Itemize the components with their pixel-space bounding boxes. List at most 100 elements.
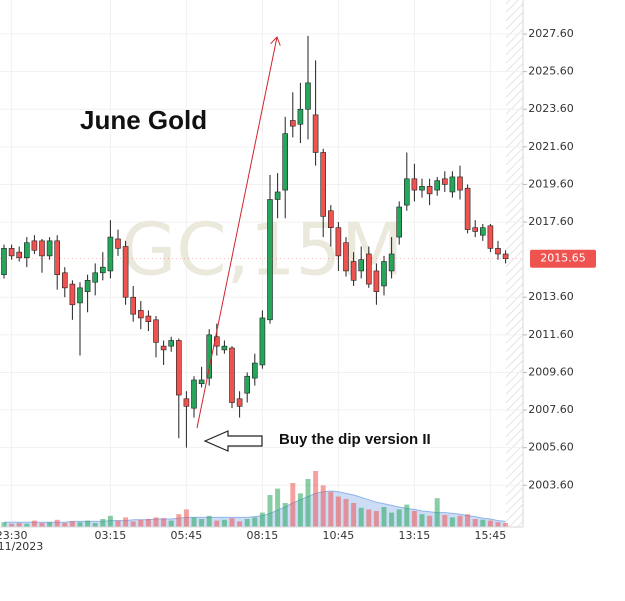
candle-body [365,253,372,285]
candle-body [168,340,174,347]
x-tick-label: 03:15 [95,529,127,542]
x-tick-label: 13:15 [399,529,431,542]
candle-body [160,345,167,351]
candle-body [122,246,129,298]
candle-body [472,227,479,232]
candle-body [16,251,23,259]
y-tick-label: 2027.60 [528,27,574,40]
trend-arrow [196,37,277,429]
candle-body [282,133,289,191]
y-tick-label: 2023.60 [528,102,574,115]
candle-body [320,152,327,217]
volume-bar [244,519,250,527]
candle-body [373,270,380,292]
candle-body [312,114,319,153]
candle-body [289,120,296,127]
candle-body [145,315,152,322]
volume-bar [115,520,121,527]
volume-bar [358,507,364,527]
x-tick-label: 05:45 [171,529,203,542]
candle-layer [1,35,509,448]
y-tick-label: 2017.60 [528,215,574,228]
volume-bar [191,517,197,527]
annotation-arrow [203,430,263,452]
x-tick-label: 10:45 [323,529,355,542]
volume-bar [123,517,129,527]
candle-body [1,248,7,275]
y-tick-label: 2005.60 [528,441,574,454]
candle-body [130,296,136,315]
volume-bar [54,519,60,527]
y-tick-label: 2021.60 [528,140,574,153]
volume-layer [1,471,509,527]
candle-body [487,225,494,249]
volume-bar [168,520,174,527]
volume-bar [47,522,53,527]
volume-bar [1,522,7,527]
volume-bar [503,523,509,527]
date-label: 05/11/2023 [0,540,43,553]
candle-body [259,317,266,366]
candle-body [388,253,395,272]
candle-body [77,287,83,304]
volume-bar [282,503,288,527]
chart-title: June Gold [80,105,207,135]
volume-bar [16,523,22,527]
candle-body [381,261,387,287]
candle-body [267,199,273,321]
volume-bar [252,517,258,527]
candle-body [107,236,114,272]
candle-body [457,176,463,191]
volume-bar [381,507,387,527]
candle-body [23,242,30,259]
y-tick-label: 2007.60 [528,403,574,416]
volume-bar [153,517,159,527]
candle-body [84,280,91,292]
volume-bar [442,515,448,527]
volume-bar [449,517,455,527]
candle-body [39,240,45,257]
candle-body [396,206,403,238]
candle-body [274,191,281,200]
candle-body [54,240,61,275]
volume-bar [373,511,379,527]
volume-bar [100,519,106,527]
volume-bar [434,498,440,527]
candle-body [244,375,250,394]
volume-bar [487,520,493,527]
volume-bar [389,512,395,527]
volume-bar [366,509,372,527]
volume-bar [39,523,45,527]
volume-bar [275,488,281,527]
volume-bar [495,522,501,527]
y-tick-label: 2009.60 [528,365,574,378]
volume-bar [472,519,478,527]
y-tick-label: 2019.60 [528,177,574,190]
volume-bar [214,520,220,527]
volume-bar [31,520,37,527]
volume-bar [457,515,463,527]
volume-bar [396,509,402,527]
volume-bar [145,519,151,527]
candle-body [502,253,509,260]
candle-body [183,398,190,407]
candle-body [8,248,15,257]
volume-bar [237,521,243,527]
volume-bar [229,518,235,527]
volume-bar [69,521,75,527]
volume-bar [161,518,167,527]
volume-bar [92,523,98,527]
volume-bar [351,503,357,527]
volume-bar [183,509,189,527]
last-price-label: 2015.65 [540,252,586,265]
x-tick-label: 08:15 [247,529,279,542]
candle-body [229,347,235,403]
volume-bar [290,483,296,527]
candle-body [46,240,53,257]
candle-body [92,272,98,283]
candle-body [176,340,182,396]
volume-bar [297,493,303,527]
volume-bar [206,515,212,527]
candle-body [343,242,349,272]
